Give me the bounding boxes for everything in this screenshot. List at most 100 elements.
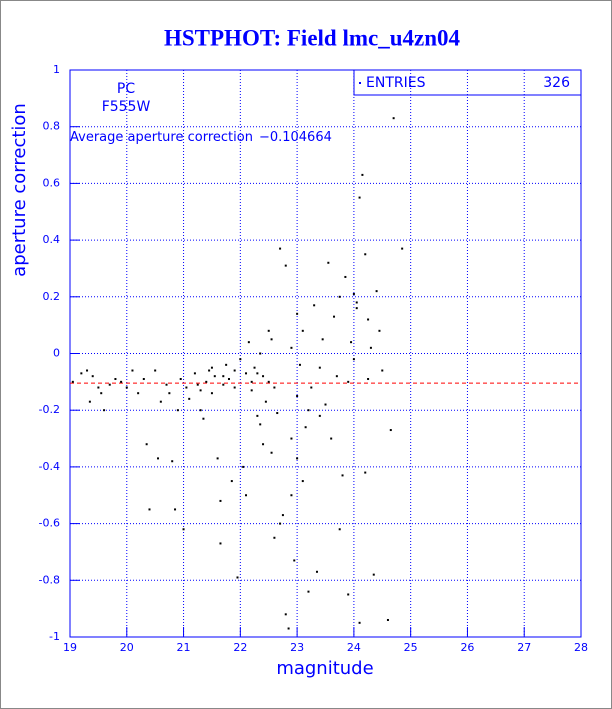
point — [364, 471, 367, 474]
point — [296, 312, 299, 315]
point — [281, 514, 284, 517]
point — [262, 443, 265, 446]
y-tick-label: 0 — [53, 347, 60, 360]
point — [318, 414, 321, 417]
point — [367, 378, 370, 381]
point — [114, 378, 117, 381]
point — [355, 301, 358, 304]
point — [358, 621, 361, 624]
point — [267, 329, 270, 332]
point — [202, 417, 205, 420]
point — [293, 559, 296, 562]
point — [259, 423, 262, 426]
panel-label: F555W — [102, 99, 151, 115]
point — [145, 443, 148, 446]
point — [378, 329, 381, 332]
point — [347, 593, 350, 596]
point — [199, 389, 202, 392]
plot-area — [69, 69, 582, 638]
point — [222, 375, 225, 378]
point — [250, 389, 253, 392]
point — [367, 318, 370, 321]
point — [236, 576, 239, 579]
point — [225, 363, 228, 366]
point — [290, 437, 293, 440]
annotation-text: Average aperture correction — [70, 130, 253, 145]
point — [338, 528, 341, 531]
point — [205, 380, 208, 383]
point — [239, 358, 242, 361]
x-tick-label: 22 — [233, 641, 247, 654]
point — [330, 437, 333, 440]
point — [182, 528, 185, 531]
point — [267, 380, 270, 383]
point — [168, 392, 171, 395]
point — [270, 338, 273, 341]
point — [315, 570, 318, 573]
point — [159, 400, 162, 403]
point — [335, 375, 338, 378]
point — [188, 397, 191, 400]
point — [210, 392, 213, 395]
point — [233, 369, 236, 372]
annotation: Average aperture correction −0.104664 — [70, 130, 332, 145]
point — [247, 341, 250, 344]
point — [381, 369, 384, 372]
point — [219, 542, 222, 545]
annotation-value: −0.104664 — [259, 130, 332, 145]
point — [196, 383, 199, 386]
point — [120, 380, 123, 383]
chart-title: HSTPHOT: Field lmc_u4zn04 — [164, 25, 461, 50]
point — [386, 618, 389, 621]
y-tick-label: 0.8 — [43, 120, 61, 133]
point — [137, 392, 140, 395]
point — [171, 460, 174, 463]
point — [389, 429, 392, 432]
x-tick-label: 20 — [120, 641, 134, 654]
point — [392, 117, 395, 120]
point — [301, 329, 304, 332]
point — [304, 426, 307, 429]
y-tick-label: -0.4 — [39, 460, 60, 473]
point — [361, 173, 364, 176]
point — [355, 307, 358, 310]
x-tick-label: 28 — [574, 641, 588, 654]
x-tick-label: 25 — [404, 641, 418, 654]
stats-marker — [359, 82, 361, 84]
point — [213, 375, 216, 378]
point — [80, 372, 83, 375]
point — [256, 372, 259, 375]
point — [219, 499, 222, 502]
point — [157, 457, 160, 460]
point — [227, 378, 230, 381]
point — [88, 400, 91, 403]
point — [125, 386, 128, 389]
point — [364, 253, 367, 256]
point — [321, 338, 324, 341]
point — [242, 465, 245, 468]
point — [264, 400, 267, 403]
stats-box — [353, 69, 582, 96]
point — [307, 590, 310, 593]
point — [103, 409, 106, 412]
x-tick-label: 24 — [347, 641, 361, 654]
point — [97, 386, 100, 389]
point — [347, 380, 350, 383]
point — [230, 480, 233, 483]
panel-label: PC — [117, 81, 135, 97]
point — [352, 292, 355, 295]
point — [100, 392, 103, 395]
point — [375, 290, 378, 293]
x-tick-label: 21 — [177, 641, 191, 654]
point — [279, 522, 282, 525]
point — [165, 383, 168, 386]
point — [307, 409, 310, 412]
point — [131, 369, 134, 372]
y-tick-label: 0.4 — [43, 233, 61, 246]
point — [210, 366, 213, 369]
point — [148, 508, 151, 511]
point — [253, 366, 256, 369]
x-tick-label: 26 — [460, 641, 474, 654]
point — [71, 380, 74, 383]
point — [185, 386, 188, 389]
